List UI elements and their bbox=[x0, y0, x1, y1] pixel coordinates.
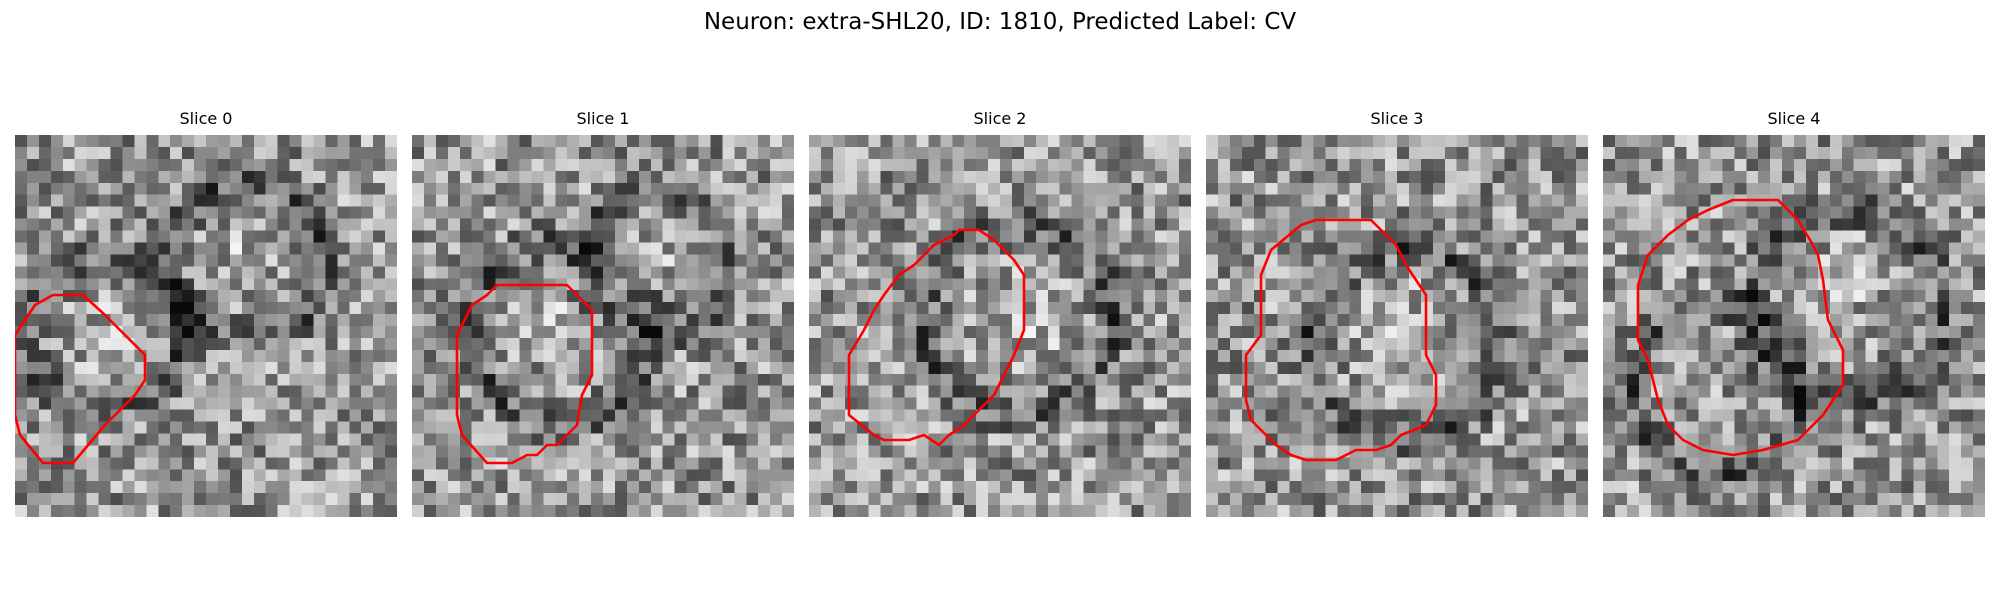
slice-image-1 bbox=[412, 135, 794, 517]
slice-image-2 bbox=[809, 135, 1191, 517]
slice-image-4 bbox=[1603, 135, 1985, 517]
slice-title-0: Slice 0 bbox=[179, 109, 233, 128]
slice-panel-4: Slice 4 bbox=[1603, 108, 1985, 517]
pixel-grid bbox=[1206, 135, 1588, 517]
slice-title-4: Slice 4 bbox=[1767, 109, 1821, 128]
slice-image-3 bbox=[1206, 135, 1588, 517]
slice-image-0 bbox=[15, 135, 397, 517]
slice-panel-2: Slice 2 bbox=[809, 108, 1191, 517]
roi-outline bbox=[847, 228, 1026, 447]
slice-title-2: Slice 2 bbox=[973, 109, 1027, 128]
roi-outline bbox=[1636, 198, 1845, 457]
slice-panel-0: Slice 0 bbox=[15, 108, 397, 517]
pixel-grid bbox=[412, 135, 794, 517]
roi-outline bbox=[1244, 218, 1438, 462]
pixel-grid bbox=[1603, 135, 1985, 517]
roi-outline bbox=[15, 293, 147, 465]
pixel-grid bbox=[15, 135, 397, 517]
figure-title: Neuron: extra-SHL20, ID: 1810, Predicted… bbox=[703, 9, 1297, 35]
slice-title-3: Slice 3 bbox=[1370, 109, 1424, 128]
slice-panel-3: Slice 3 bbox=[1206, 108, 1588, 517]
slice-title-1: Slice 1 bbox=[576, 109, 630, 128]
pixel-grid bbox=[809, 135, 1191, 517]
slice-panel-1: Slice 1 bbox=[412, 108, 794, 517]
roi-outline bbox=[455, 283, 594, 465]
